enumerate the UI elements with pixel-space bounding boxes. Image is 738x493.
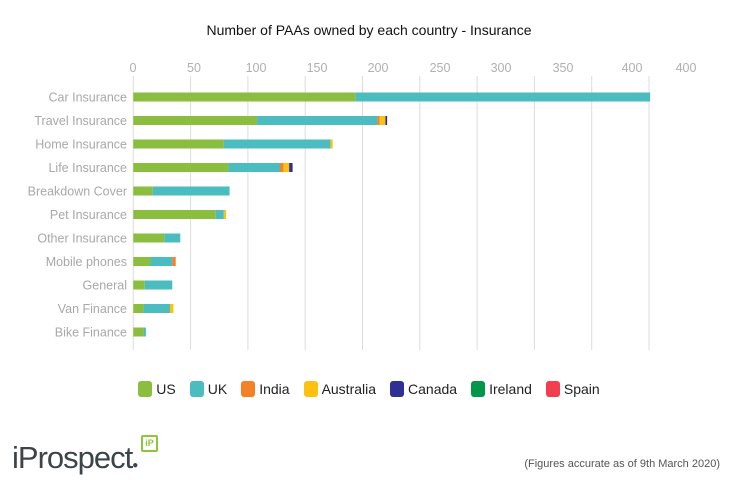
x-tick-label: 400 <box>676 61 697 75</box>
bar-segment-uk <box>223 139 331 149</box>
bar-segment-us <box>133 116 258 125</box>
x-tick-label: 50 <box>187 61 201 75</box>
bar-segment-australia <box>379 116 386 125</box>
x-tick-label: 250 <box>430 61 451 75</box>
bar-segment-us <box>133 280 145 290</box>
bar-segment-us <box>133 92 356 102</box>
legend-item-spain: Spain <box>545 381 600 397</box>
bar-segment-australia <box>330 139 333 149</box>
category-label: General <box>83 279 127 293</box>
bar-segment-australia <box>223 210 227 219</box>
legend-item-australia: Australia <box>303 381 377 397</box>
category-label: Car Insurance <box>48 91 127 105</box>
legend-item-canada: Canada <box>390 381 457 397</box>
bar-segment-uk <box>164 233 181 243</box>
legend-swatch <box>545 381 560 397</box>
bar-segment-us <box>133 186 153 196</box>
bar-segment-australia <box>169 304 174 313</box>
bar-segment-us <box>133 233 165 243</box>
bar-segment-uk <box>355 92 651 102</box>
legend-item-ireland: Ireland <box>471 381 532 397</box>
legend-swatch <box>303 381 318 397</box>
chart-title: Number of PAAs owned by each country - I… <box>206 22 532 38</box>
bar-segment-canada <box>385 116 388 125</box>
x-tick-label: 150 <box>307 61 328 75</box>
bar-segment-canada <box>289 163 293 172</box>
iprospect-logo: iProspect● <box>12 440 138 475</box>
legend-swatch <box>390 381 405 397</box>
bar-segment-uk <box>215 210 224 219</box>
iprospect-logo-mark: iP <box>141 435 158 452</box>
chart-plot: 0 50 100 150 200 250 300 350 400 400 Car Insurance… <box>28 61 697 350</box>
bar-segment-uk <box>228 163 280 172</box>
category-label: Other Insurance <box>37 232 127 246</box>
legend-label: Australia <box>321 381 377 397</box>
category-label: Bike Finance <box>55 326 127 340</box>
legend-label: Ireland <box>489 381 532 397</box>
bar-segment-us <box>133 304 144 313</box>
category-label: Mobile phones <box>46 255 127 269</box>
x-tick-label: 0 <box>130 61 137 75</box>
bar-segment-us <box>133 163 229 172</box>
legend-swatch <box>138 381 153 397</box>
x-tick-label: 100 <box>246 61 267 75</box>
bar-segment-uk <box>257 116 378 125</box>
legend-swatch <box>471 381 486 397</box>
legend-label: India <box>259 381 290 397</box>
category-label: Life Insurance <box>48 161 127 175</box>
bar-segment-uk <box>144 280 173 290</box>
category-label: Home Insurance <box>35 138 127 152</box>
bar-segment-us <box>133 210 216 219</box>
legend-label: US <box>156 381 176 397</box>
x-tick-label: 300 <box>491 61 512 75</box>
legend-swatch <box>241 381 256 397</box>
category-label: Pet Insurance <box>50 208 127 222</box>
x-tick-label: 400 <box>622 61 643 75</box>
legend-label: UK <box>207 381 228 397</box>
bar-segment-uk <box>143 304 170 313</box>
bar-segment-us <box>133 139 224 149</box>
legend-item-india: India <box>241 381 290 397</box>
bar-segment-us <box>133 257 151 266</box>
legend-item-us: US <box>138 381 176 397</box>
legend-item-uk: UK <box>189 381 228 397</box>
legend-label: Canada <box>408 381 458 397</box>
category-label: Breakdown Cover <box>28 185 127 199</box>
x-tick-label: 200 <box>368 61 389 75</box>
legend-label: Spain <box>563 381 600 397</box>
bar-segment-uk <box>143 327 146 337</box>
bar-segment-india <box>172 257 176 266</box>
bar-segment-us <box>133 327 144 337</box>
legend-swatch <box>189 381 204 397</box>
bar-segment-india <box>279 163 284 172</box>
category-label: Travel Insurance <box>34 114 127 128</box>
x-tick-label: 350 <box>553 61 574 75</box>
category-label: Van Finance <box>58 302 127 316</box>
chart-legend: US UK India Australia Canada Ireland Spain <box>0 381 738 397</box>
figures-note: (Figures accurate as of 9th March 2020) <box>524 458 720 470</box>
bar-segment-india <box>377 116 380 125</box>
bar-segment-uk <box>150 257 173 266</box>
bar-segment-uk <box>152 186 230 196</box>
bar-segment-australia <box>283 163 290 172</box>
